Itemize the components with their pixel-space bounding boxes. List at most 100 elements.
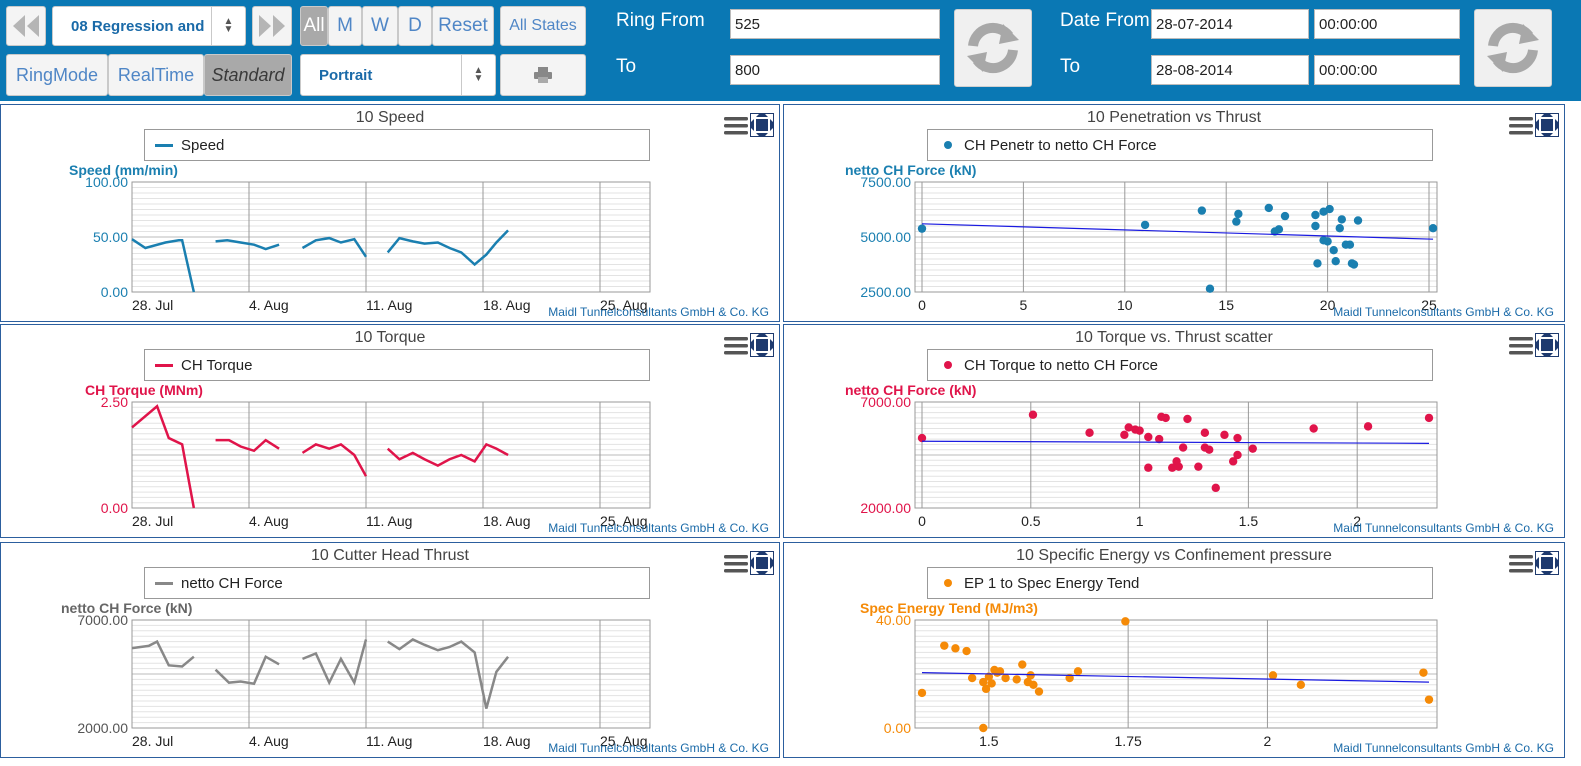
fullscreen-icon[interactable] (1534, 112, 1560, 138)
data-point[interactable] (1220, 430, 1229, 440)
data-point[interactable] (1197, 206, 1207, 215)
standard-button[interactable]: Standard (204, 54, 292, 96)
reset-button[interactable]: Reset (432, 6, 494, 46)
chart-menu-icon[interactable] (1508, 335, 1534, 357)
data-point[interactable] (1311, 210, 1320, 220)
data-point[interactable] (1248, 444, 1257, 453)
data-point[interactable] (1211, 483, 1220, 493)
data-point[interactable] (1161, 413, 1170, 423)
chart-menu-icon[interactable] (1508, 115, 1534, 137)
dataset-select[interactable]: 08 Regression and ▲ ▼ (52, 6, 246, 46)
data-point[interactable] (917, 433, 927, 443)
data-point[interactable] (1120, 430, 1129, 440)
data-point[interactable] (940, 641, 949, 650)
credit-link[interactable]: Maidl Tunnelconsultants GmbH & Co. KG (1333, 741, 1554, 755)
date-to-input[interactable]: 28-08-2014 (1151, 55, 1309, 85)
chart-menu-icon[interactable] (723, 553, 749, 575)
data-point[interactable] (1424, 695, 1434, 704)
chart-legend[interactable]: Speed (144, 129, 650, 161)
data-point[interactable] (1419, 668, 1428, 677)
data-point[interactable] (979, 677, 988, 687)
data-point[interactable] (979, 723, 988, 733)
fullscreen-icon[interactable] (749, 332, 775, 358)
data-point[interactable] (1233, 433, 1242, 443)
data-point[interactable] (1168, 463, 1177, 472)
data-point[interactable] (1001, 673, 1010, 683)
data-point[interactable] (1194, 462, 1203, 471)
data-point[interactable] (1200, 428, 1210, 437)
fullscreen-icon[interactable] (1534, 332, 1560, 358)
ring-refresh-button[interactable] (954, 9, 1032, 87)
date-from-input[interactable]: 28-07-2014 (1151, 9, 1309, 39)
ring-from-input[interactable]: 525 (730, 9, 940, 39)
credit-link[interactable]: Maidl Tunnelconsultants GmbH & Co. KG (1333, 521, 1554, 535)
fullscreen-icon[interactable] (749, 112, 775, 138)
credit-link[interactable]: Maidl Tunnelconsultants GmbH & Co. KG (548, 741, 769, 755)
chart-menu-icon[interactable] (1508, 553, 1534, 575)
next-button[interactable] (252, 6, 292, 46)
ring-to-input[interactable]: 800 (730, 55, 940, 85)
chart-legend[interactable]: EP 1 to Spec Energy Tend (927, 567, 1433, 599)
data-point[interactable] (1233, 450, 1242, 460)
data-point[interactable] (1029, 680, 1038, 689)
data-point[interactable] (1349, 260, 1359, 269)
print-button[interactable] (500, 54, 586, 96)
data-point[interactable] (1028, 410, 1038, 419)
data-point[interactable] (951, 644, 960, 653)
data-point[interactable] (1335, 224, 1344, 233)
data-point[interactable] (1296, 680, 1306, 689)
data-point[interactable] (1183, 414, 1192, 424)
data-point[interactable] (1144, 463, 1153, 472)
data-point[interactable] (1154, 434, 1164, 444)
data-point[interactable] (917, 688, 927, 698)
date-refresh-button[interactable] (1474, 9, 1552, 87)
data-point[interactable] (1034, 687, 1044, 696)
data-point[interactable] (1309, 424, 1318, 433)
orientation-select[interactable]: Portrait ▲ ▼ (300, 54, 496, 96)
ringmode-button[interactable]: RingMode (6, 54, 108, 96)
data-point[interactable] (1121, 617, 1130, 626)
data-point[interactable] (1018, 660, 1027, 669)
data-point[interactable] (917, 224, 927, 233)
data-point[interactable] (1140, 220, 1150, 230)
data-point[interactable] (984, 672, 994, 681)
time-to-input[interactable]: 00:00:00 (1314, 55, 1460, 85)
data-point[interactable] (1178, 443, 1188, 452)
time-from-input[interactable]: 00:00:00 (1314, 9, 1460, 39)
range-week-button[interactable]: W (362, 6, 398, 46)
data-point[interactable] (981, 684, 991, 694)
data-point[interactable] (967, 673, 977, 683)
chart-legend[interactable]: netto CH Force (144, 567, 650, 599)
realtime-button[interactable]: RealTime (108, 54, 204, 96)
data-point[interactable] (1264, 203, 1273, 213)
fullscreen-icon[interactable] (749, 550, 775, 576)
credit-link[interactable]: Maidl Tunnelconsultants GmbH & Co. KG (548, 521, 769, 535)
data-point[interactable] (1363, 422, 1373, 431)
data-point[interactable] (1331, 257, 1340, 266)
data-point[interactable] (1012, 675, 1021, 684)
data-point[interactable] (1026, 671, 1035, 680)
range-day-button[interactable]: D (398, 6, 432, 46)
data-point[interactable] (1424, 413, 1434, 423)
data-point[interactable] (1311, 221, 1320, 231)
data-point[interactable] (1329, 246, 1338, 255)
data-point[interactable] (1135, 426, 1144, 435)
data-point[interactable] (987, 679, 996, 688)
data-point[interactable] (1274, 225, 1284, 234)
credit-link[interactable]: Maidl Tunnelconsultants GmbH & Co. KG (1333, 305, 1554, 319)
range-all-button[interactable]: All (300, 6, 328, 46)
chart-menu-icon[interactable] (723, 115, 749, 137)
data-point[interactable] (1232, 217, 1241, 226)
data-point[interactable] (1174, 462, 1183, 471)
data-point[interactable] (1428, 224, 1438, 233)
data-point[interactable] (1353, 216, 1363, 225)
data-point[interactable] (1205, 284, 1215, 293)
data-point[interactable] (962, 646, 971, 656)
chart-legend[interactable]: CH Torque to netto CH Force (927, 349, 1433, 381)
all-states-button[interactable]: All States (500, 6, 586, 46)
data-point[interactable] (1124, 423, 1133, 432)
chart-menu-icon[interactable] (723, 335, 749, 357)
data-point[interactable] (1325, 204, 1334, 214)
fullscreen-icon[interactable] (1534, 550, 1560, 576)
previous-button[interactable] (6, 6, 46, 46)
